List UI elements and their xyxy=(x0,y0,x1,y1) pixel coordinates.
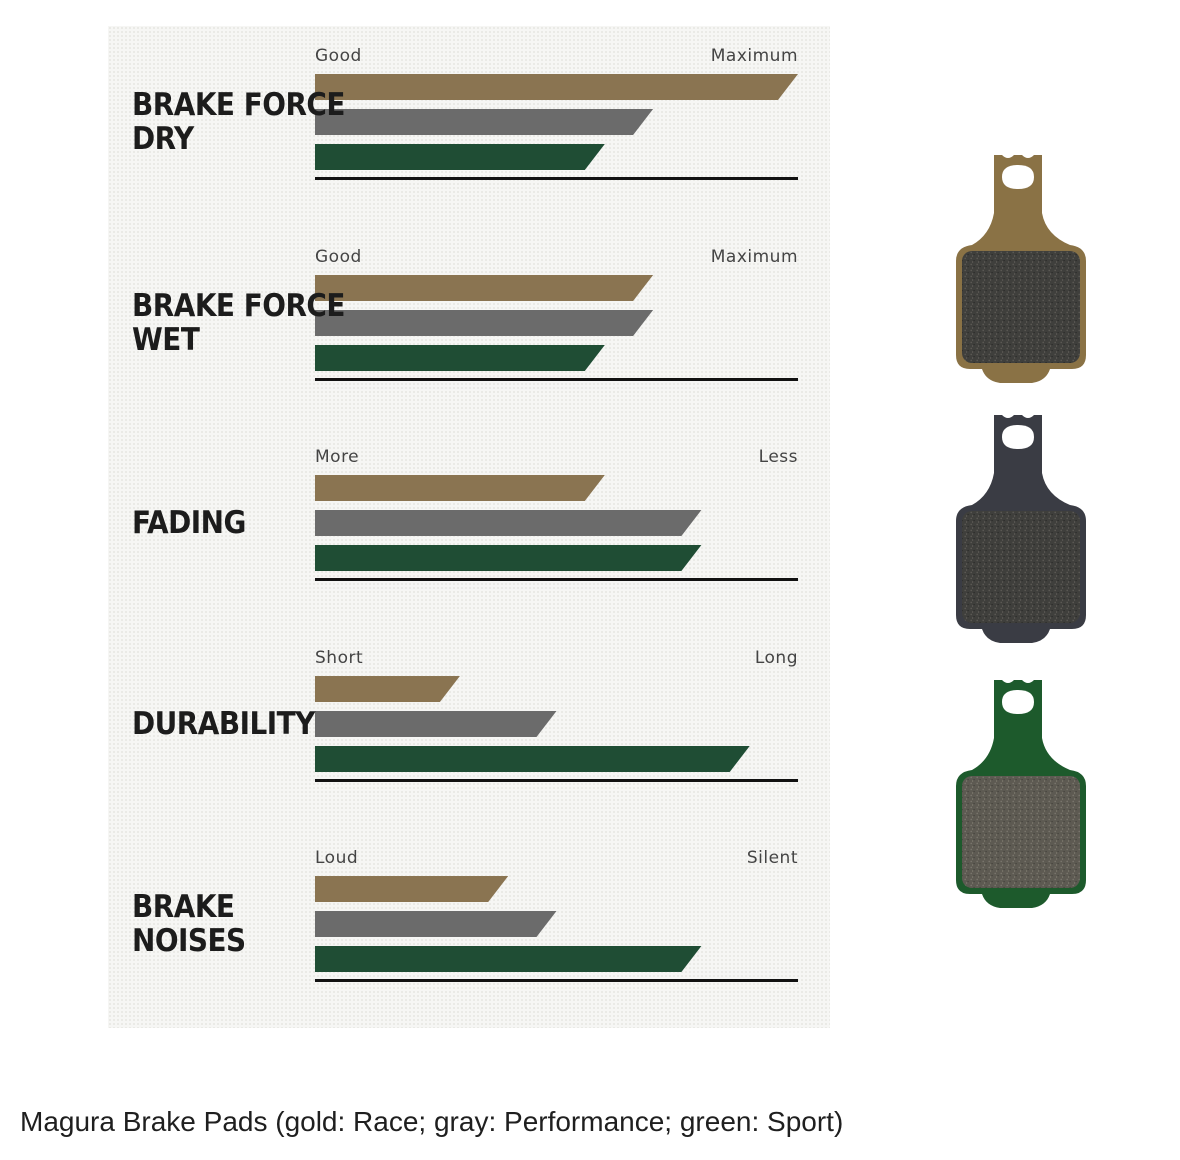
baseline xyxy=(315,578,798,581)
category-label: BRAKE FORCE DRY xyxy=(132,87,345,157)
brake-pad-comparison-chart: Good Maximum BRAKE FORCE DRY Good Maximum BRAK… xyxy=(108,26,830,1028)
bar-race xyxy=(315,676,460,702)
metric-brake-noises: Loud Silent BRAKE NOISES xyxy=(132,848,798,982)
bar-sport xyxy=(315,545,702,571)
scale-high-label: Maximum xyxy=(711,46,798,66)
baseline xyxy=(315,979,798,982)
baseline xyxy=(315,378,798,381)
scale-low-label: Loud xyxy=(315,848,358,868)
brake-pad-race xyxy=(956,155,1086,383)
brake-pad-performance xyxy=(956,415,1086,643)
metric-durability: Short Long DURABILITY xyxy=(132,648,798,782)
scale-low-label: Good xyxy=(315,247,362,267)
chart-svg: Good Maximum BRAKE FORCE DRY Good Maximum BRAK… xyxy=(132,46,798,982)
bar-sport xyxy=(315,144,605,170)
scale-low-label: Short xyxy=(315,648,363,668)
figure-caption: Magura Brake Pads (gold: Race; gray: Per… xyxy=(20,1106,844,1137)
metric-fading: More Less FADING xyxy=(132,447,798,581)
scale-high-label: Long xyxy=(755,648,798,668)
bar-performance xyxy=(315,911,557,937)
metric-brake-force-wet: Good Maximum BRAKE FORCE WET xyxy=(132,247,798,381)
category-label: BRAKE FORCE WET xyxy=(132,288,345,358)
category-label: BRAKE NOISES xyxy=(132,889,246,959)
bar-race xyxy=(315,74,798,100)
baseline xyxy=(315,779,798,782)
bar-sport xyxy=(315,746,750,772)
bar-performance xyxy=(315,310,654,336)
bar-performance xyxy=(315,711,557,737)
scale-high-label: Less xyxy=(759,447,798,467)
bar-performance xyxy=(315,510,702,536)
metric-brake-force-dry: Good Maximum BRAKE FORCE DRY xyxy=(132,46,798,180)
bar-race xyxy=(315,275,654,301)
scale-low-label: More xyxy=(315,447,359,467)
bar-race xyxy=(315,475,605,501)
bar-sport xyxy=(315,345,605,371)
brake-pad-sport xyxy=(956,680,1086,908)
category-label: DURABILITY xyxy=(132,706,316,742)
bar-race xyxy=(315,876,509,902)
scale-high-label: Silent xyxy=(747,848,798,868)
scale-low-label: Good xyxy=(315,46,362,66)
scale-high-label: Maximum xyxy=(711,247,798,267)
bar-performance xyxy=(315,109,654,135)
brake-pad-images xyxy=(956,155,1086,908)
baseline xyxy=(315,177,798,180)
category-label: FADING xyxy=(132,505,246,541)
bar-sport xyxy=(315,946,702,972)
